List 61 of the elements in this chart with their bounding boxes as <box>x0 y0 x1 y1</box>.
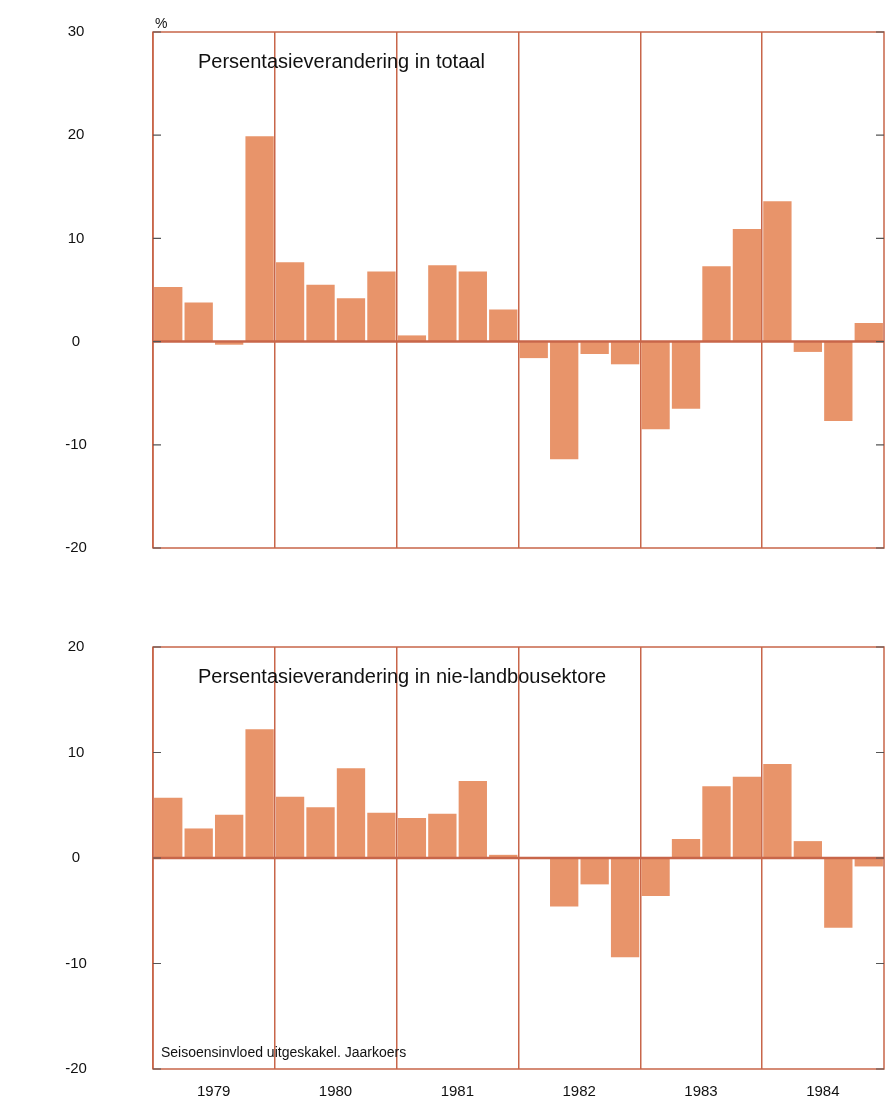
bar <box>245 729 274 858</box>
bar <box>336 298 366 342</box>
y-tick-label: -10 <box>65 953 87 971</box>
bar <box>793 342 823 352</box>
bar <box>275 796 305 858</box>
bar <box>214 814 244 858</box>
bar <box>367 271 396 342</box>
bar <box>671 342 701 409</box>
bar <box>793 841 823 858</box>
bar <box>336 768 366 858</box>
bar <box>671 839 701 858</box>
y-tick-label: 0 <box>71 848 81 866</box>
bar <box>154 797 183 858</box>
bar <box>245 136 274 342</box>
bar <box>732 776 762 858</box>
bar <box>641 858 670 896</box>
bar <box>580 858 609 885</box>
y-tick-label: 10 <box>67 742 85 760</box>
bar <box>306 284 335 342</box>
bar <box>824 342 853 422</box>
bar <box>610 342 640 365</box>
bar <box>763 201 792 342</box>
bar <box>154 286 183 342</box>
y-tick-label: 10 <box>67 228 85 246</box>
bar <box>428 265 457 342</box>
bar <box>702 266 731 342</box>
bar <box>702 786 731 858</box>
bar <box>397 817 427 858</box>
x-tick-label: 1981 <box>440 1082 475 1100</box>
bar <box>458 271 487 342</box>
bar <box>489 309 518 342</box>
bar <box>428 813 457 858</box>
x-tick-label: 1979 <box>197 1082 231 1100</box>
bar <box>763 764 792 858</box>
bar <box>641 342 670 430</box>
bar <box>550 858 579 907</box>
bar <box>306 807 335 858</box>
y-tick-label: -10 <box>65 434 87 452</box>
bar <box>275 262 305 342</box>
bar <box>184 828 213 858</box>
y-tick-label: 0 <box>71 331 81 349</box>
bar <box>367 812 396 858</box>
bar <box>732 229 762 342</box>
bar <box>854 323 883 342</box>
bar <box>824 858 853 928</box>
y-tick-label: 20 <box>67 637 85 655</box>
y-tick-label: -20 <box>65 538 87 556</box>
y-tick-label: 20 <box>67 125 85 143</box>
y-tick-label: 30 <box>67 22 85 40</box>
x-tick-label: 1984 <box>806 1082 840 1100</box>
bar <box>610 858 640 958</box>
bar <box>519 342 548 359</box>
x-tick-label: 1983 <box>684 1082 718 1100</box>
bar <box>458 780 487 858</box>
bar <box>550 342 579 460</box>
x-tick-label: 1980 <box>318 1082 353 1100</box>
bar <box>184 302 213 342</box>
y-axis-title: % <box>155 15 168 31</box>
bar <box>580 342 609 354</box>
y-tick-label: -20 <box>65 1059 87 1077</box>
x-tick-label: 1982 <box>562 1082 596 1100</box>
